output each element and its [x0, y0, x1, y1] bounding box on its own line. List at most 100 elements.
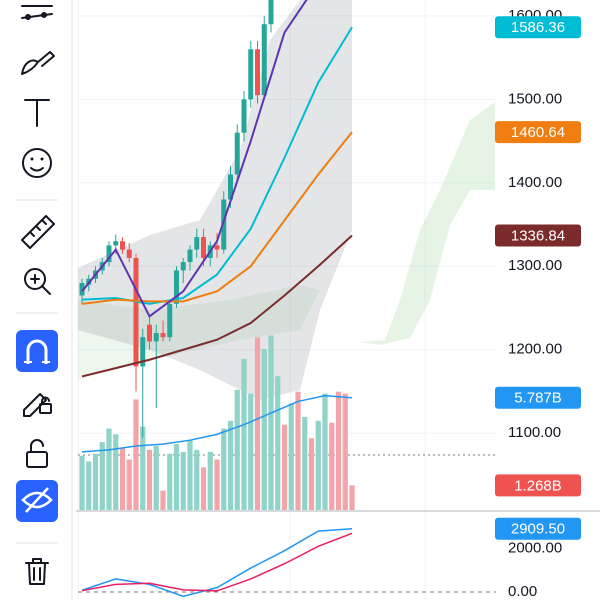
volume-bar	[214, 459, 220, 510]
volume-bar	[146, 449, 153, 510]
tool-hide[interactable]	[16, 480, 58, 522]
volume-bar	[281, 424, 288, 510]
volume-bar	[335, 391, 342, 510]
volume-bar	[167, 453, 173, 510]
volume-pane	[79, 335, 355, 510]
volume-bar	[79, 455, 85, 510]
candle-body	[147, 324, 152, 342]
candle-body	[106, 245, 112, 263]
oscillator-pane	[81, 528, 353, 598]
volume-bar	[140, 426, 146, 510]
price-badge-label: 1336.84	[511, 227, 565, 244]
volume-bar	[315, 420, 321, 510]
price-badge-label: 2909.50	[511, 521, 565, 538]
candle-body	[113, 241, 119, 246]
oscillator-line	[81, 528, 353, 598]
volume-bar	[194, 449, 200, 510]
y-tick-label: 1500.00	[508, 90, 562, 107]
y-tick-label: 1100.00	[508, 424, 561, 441]
volume-bar	[187, 440, 193, 510]
y-tick-label: 1200.00	[508, 341, 562, 358]
candle-body	[167, 303, 173, 338]
volume-bar	[86, 461, 92, 510]
candle-body	[261, 24, 267, 96]
overlays	[78, 0, 496, 456]
candle-body	[187, 249, 193, 263]
tool-text[interactable]	[24, 99, 50, 127]
osc-tick-label: 2000.00	[508, 539, 562, 556]
volume-bar	[234, 389, 240, 510]
volume-bar	[160, 490, 166, 510]
volume-bar	[248, 393, 254, 510]
volume-bar	[99, 442, 105, 510]
candle-body	[221, 199, 227, 250]
volume-bar	[261, 349, 267, 510]
volume-bar	[268, 335, 274, 510]
volume-bar	[275, 376, 281, 510]
candle-body	[160, 333, 166, 338]
volume-bar	[288, 403, 294, 510]
candle-body	[255, 49, 260, 96]
price-badge-label: 1586.36	[511, 19, 565, 36]
candle-body	[140, 337, 146, 367]
volume-bar	[133, 399, 139, 510]
volume-bar	[221, 428, 227, 510]
bollinger-band	[78, 0, 352, 400]
volume-bar	[342, 393, 348, 510]
volume-bar	[180, 451, 186, 510]
volume-bar	[153, 446, 159, 510]
volume-bar	[106, 428, 112, 510]
candle-body	[180, 262, 186, 271]
volume-bar	[126, 459, 132, 510]
price-axis: 1600.001500.001400.001300.001200.001100.…	[495, 7, 581, 600]
tool-ruler[interactable]	[21, 215, 55, 249]
price-badge-label: 1.268B	[514, 477, 562, 494]
price-badge	[495, 517, 581, 540]
candle-body	[214, 245, 220, 250]
moving-average	[81, 234, 353, 378]
price-badge	[495, 121, 581, 144]
moving-average	[81, 0, 308, 318]
candle-body	[194, 237, 200, 250]
price-badge	[495, 386, 581, 409]
osc-tick-label: 0.00	[508, 583, 537, 600]
volume-bar	[119, 447, 126, 510]
volume-bar	[302, 416, 308, 510]
volume-ma	[81, 394, 353, 453]
volume-bar	[295, 391, 301, 510]
volume-bar	[241, 358, 247, 510]
tool-lines[interactable]	[21, 5, 53, 20]
candle-body	[234, 132, 240, 175]
volume-bar	[207, 451, 213, 510]
candle-body	[248, 49, 254, 100]
volume-bar	[173, 444, 180, 510]
y-tick-label: 1300.00	[508, 257, 562, 274]
volume-bar	[322, 393, 328, 510]
candle-body	[241, 99, 247, 133]
candle-body	[174, 270, 179, 304]
cloud-right	[360, 102, 495, 345]
volume-bar	[254, 337, 261, 510]
volume-bar	[349, 485, 355, 510]
candle-body	[153, 333, 159, 342]
volume-bar	[227, 420, 234, 510]
tool-magnet[interactable]	[16, 330, 58, 372]
tool-zoom[interactable]	[24, 268, 51, 295]
candle-body	[79, 282, 85, 296]
tool-lock-drawings[interactable]	[23, 393, 52, 417]
price-badge	[495, 474, 581, 497]
candle-body	[133, 257, 139, 367]
tool-emoji[interactable]	[22, 148, 52, 178]
volume-bar	[92, 453, 99, 510]
price-badge	[495, 16, 581, 39]
price-badge-label: 5.787B	[514, 390, 562, 407]
tool-lock[interactable]	[26, 439, 48, 468]
candle-body	[120, 241, 125, 250]
tool-delete[interactable]	[25, 558, 49, 585]
tool-brush[interactable]	[21, 51, 55, 75]
candle-body	[201, 237, 206, 258]
toolbar	[16, 0, 73, 600]
oscillator-line	[81, 532, 353, 592]
price-badge-label: 1460.64	[511, 124, 565, 141]
